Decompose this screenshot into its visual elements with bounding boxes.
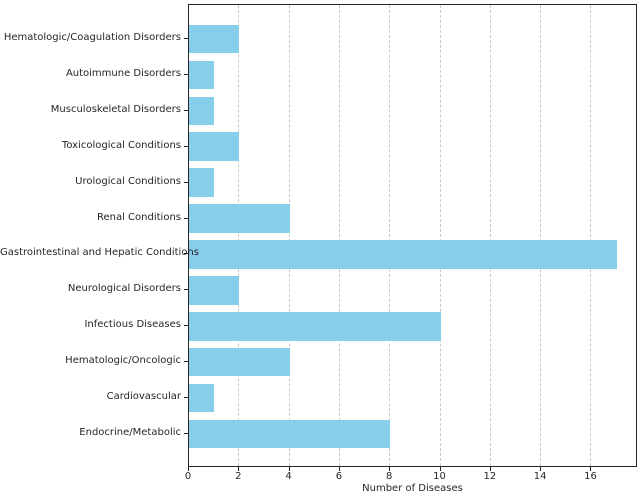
y-tick-label: Gastrointestinal and Hepatic Conditions <box>0 247 199 259</box>
y-tick-label: Endocrine/Metabolic <box>79 426 181 438</box>
bar <box>189 24 240 54</box>
gridline <box>540 5 542 466</box>
y-tick-label: Hematologic/Coagulation Disorders <box>3 32 181 44</box>
bar <box>189 419 391 449</box>
y-tick-mark <box>184 253 188 255</box>
x-tick-label: 6 <box>335 471 343 482</box>
y-tick-label: Musculoskeletal Disorders <box>50 103 181 115</box>
bar <box>189 275 240 305</box>
bar <box>189 168 215 197</box>
plot-area <box>188 4 637 467</box>
bar <box>189 311 441 341</box>
y-tick-label: Cardiovascular <box>106 391 181 402</box>
y-tick-mark <box>184 38 188 40</box>
x-tick-mark <box>188 467 189 471</box>
y-tick-mark <box>184 361 188 363</box>
y-tick-label: Hematologic/Oncologic <box>65 355 181 367</box>
x-tick-label: 4 <box>285 471 292 482</box>
x-tick-label: 0 <box>184 471 192 482</box>
x-tick-mark <box>489 467 491 471</box>
x-tick-label: 8 <box>386 471 393 482</box>
x-tick-mark <box>389 467 391 471</box>
gridline <box>439 5 441 466</box>
x-tick-label: 14 <box>533 471 547 482</box>
y-tick-mark <box>184 109 188 111</box>
x-tick-mark <box>540 467 542 471</box>
bar <box>189 347 290 377</box>
x-tick-mark <box>238 467 240 471</box>
bar <box>189 132 240 162</box>
x-tick-label: 16 <box>584 471 597 482</box>
y-tick-label: Toxicological Conditions <box>61 139 181 151</box>
y-tick-mark <box>184 325 188 327</box>
x-tick-mark <box>439 467 441 471</box>
y-tick-label: Neurological Disorders <box>67 283 181 295</box>
y-tick-label: Renal Conditions <box>96 211 181 223</box>
gridline <box>389 5 391 466</box>
x-tick-mark <box>590 467 592 471</box>
x-tick-label: 10 <box>433 471 446 482</box>
gridline <box>489 5 491 466</box>
y-tick-mark <box>184 181 188 183</box>
y-tick-mark <box>184 397 188 398</box>
bar <box>189 96 215 126</box>
y-tick-mark <box>184 145 188 147</box>
gridline <box>338 5 340 466</box>
y-tick-mark <box>184 432 188 434</box>
y-tick-label: Infectious Diseases <box>84 319 181 331</box>
bar <box>189 60 215 90</box>
gridline <box>238 5 240 466</box>
x-tick-label: 12 <box>483 471 497 482</box>
x-tick-label: 2 <box>235 471 242 482</box>
gridline <box>590 5 592 466</box>
x-axis-label: Number of Diseases <box>362 483 463 494</box>
y-tick-label: Urological Conditions <box>75 175 181 187</box>
y-tick-mark <box>184 289 188 291</box>
gridline <box>288 5 290 466</box>
y-tick-mark <box>184 217 188 219</box>
y-tick-mark <box>184 73 188 75</box>
bar <box>189 240 617 269</box>
bar <box>189 383 215 413</box>
x-tick-mark <box>338 467 340 471</box>
x-tick-mark <box>288 467 290 471</box>
bar <box>189 204 290 233</box>
y-tick-label: Autoimmune Disorders <box>65 67 181 79</box>
